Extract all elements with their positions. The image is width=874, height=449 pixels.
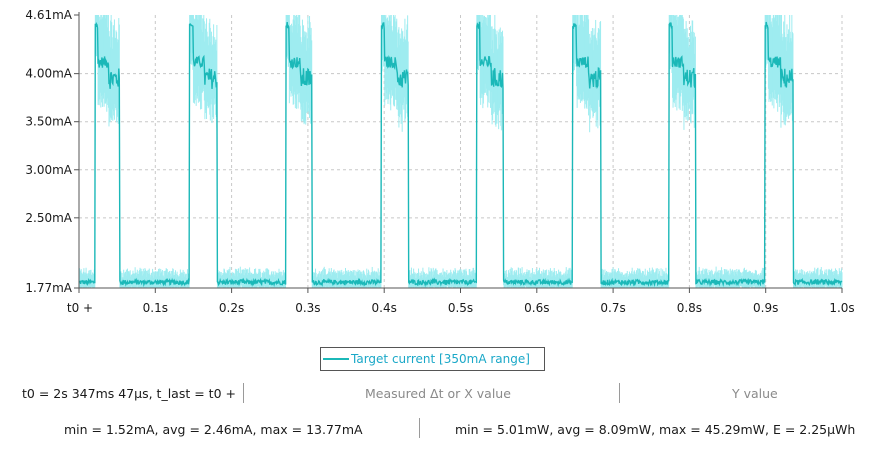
y-tick-label: 4.00mA [25, 67, 72, 81]
y-tick-label: 2.50mA [25, 211, 72, 225]
x-tick-label: t0 + [67, 301, 93, 315]
series-line-group [78, 21, 843, 288]
y-value-label: Y value [732, 386, 778, 401]
y-tick-label: 3.50mA [25, 115, 72, 129]
x-tick-label: 0.3s [295, 301, 320, 315]
x-tick-labels: t0 + 0.1s 0.2s 0.3s 0.4s 0.5s 0.6s 0.7s 0.8s 0.9s… [67, 301, 855, 315]
y-tick-label: 4.61mA [25, 8, 72, 22]
legend-item[interactable]: Target current [350mA range] [320, 347, 545, 371]
legend-swatch [323, 358, 349, 360]
y-tick-labels: 4.61mA 4.00mA 3.50mA 3.00mA 2.50mA 1.77mA [25, 8, 72, 295]
current-stats: min = 1.52mA, avg = 2.46mA, max = 13.77m… [64, 422, 363, 437]
x-tick-label: 0.4s [372, 301, 397, 315]
power-stats: min = 5.01mW, avg = 8.09mW, max = 45.29m… [455, 422, 856, 437]
x-tick-label: 0.6s [524, 301, 549, 315]
divider [419, 418, 420, 438]
series-line-target-current [78, 21, 843, 288]
y-tick-label: 1.77mA [25, 281, 72, 295]
x-tick-label: 0.1s [143, 301, 168, 315]
chart-axes [74, 12, 843, 293]
current-chart: 4.61mA 4.00mA 3.50mA 3.00mA 2.50mA 1.77mA t0 … [25, 8, 855, 315]
x-tick-label: 1.0s [829, 301, 854, 315]
y-tick-label: 3.00mA [25, 163, 72, 177]
x-tick-label: 0.9s [753, 301, 778, 315]
legend-label: Target current [350mA range] [351, 352, 530, 366]
x-tick-label: 0.7s [600, 301, 625, 315]
measured-label: Measured Δt or X value [365, 386, 511, 401]
divider [619, 383, 620, 403]
x-tick-label: 0.2s [219, 301, 244, 315]
x-tick-label: 0.5s [448, 301, 473, 315]
t0-readout: t0 = 2s 347ms 47µs, t_last = t0 + [22, 386, 236, 401]
x-tick-label: 0.8s [677, 301, 702, 315]
divider [243, 383, 244, 403]
